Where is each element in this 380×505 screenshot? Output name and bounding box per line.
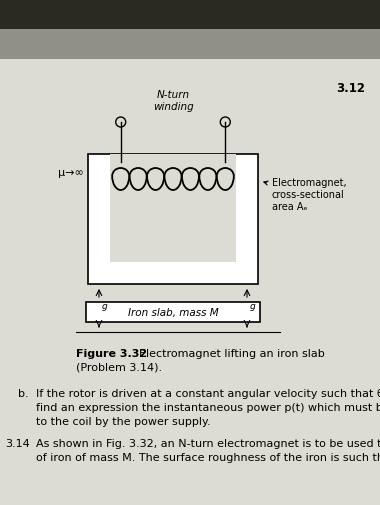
Text: g: g: [250, 301, 256, 311]
Text: to the coil by the power supply.: to the coil by the power supply.: [36, 416, 211, 426]
Bar: [88, 155, 258, 284]
Text: (Problem 3.14).: (Problem 3.14).: [76, 361, 162, 371]
Text: Iron slab, mass M: Iron slab, mass M: [128, 308, 218, 317]
Bar: [110, 155, 236, 263]
Bar: [0, 0, 380, 30]
Text: of iron of mass M. The surface roughness of the iron is such that whe: of iron of mass M. The surface roughness…: [36, 452, 380, 462]
Text: If the rotor is driven at a constant angular velocity such that θₘ =: If the rotor is driven at a constant ang…: [36, 388, 380, 398]
Bar: [86, 302, 260, 322]
Bar: [0, 60, 380, 505]
Bar: [0, 30, 380, 60]
Text: N-turn
winding: N-turn winding: [153, 90, 193, 112]
Text: b.: b.: [18, 388, 28, 398]
Text: As shown in Fig. 3.32, an N-turn electromagnet is to be used to lift a: As shown in Fig. 3.32, an N-turn electro…: [36, 438, 380, 448]
Text: μ→∞: μ→∞: [58, 168, 84, 178]
Text: Figure 3.32: Figure 3.32: [76, 348, 147, 358]
Text: 3.12: 3.12: [336, 82, 365, 95]
Text: 3.14: 3.14: [5, 438, 30, 448]
Text: find an expression the instantaneous power p(t) which must be su: find an expression the instantaneous pow…: [36, 402, 380, 412]
Text: Electromagnet lifting an iron slab: Electromagnet lifting an iron slab: [132, 348, 325, 358]
Text: g: g: [102, 301, 108, 311]
Text: Electromagnet,
cross-sectional
area Aₑ: Electromagnet, cross-sectional area Aₑ: [264, 178, 347, 211]
